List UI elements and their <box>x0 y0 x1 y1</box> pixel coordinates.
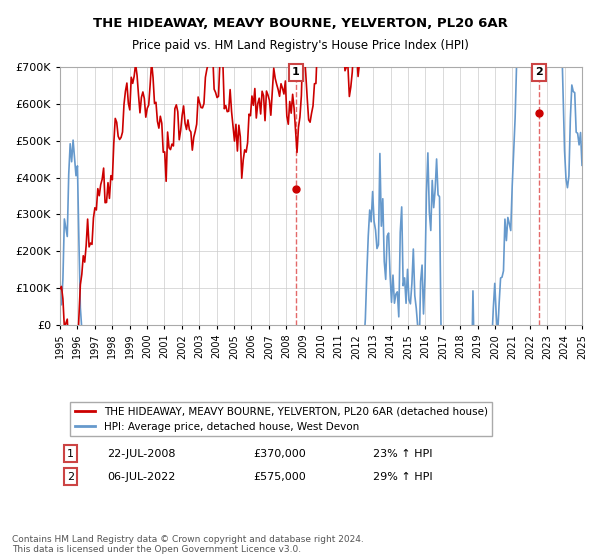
Text: THE HIDEAWAY, MEAVY BOURNE, YELVERTON, PL20 6AR: THE HIDEAWAY, MEAVY BOURNE, YELVERTON, P… <box>92 17 508 30</box>
Text: 2: 2 <box>67 472 74 482</box>
Text: 23% ↑ HPI: 23% ↑ HPI <box>373 449 433 459</box>
Text: £370,000: £370,000 <box>253 449 306 459</box>
Text: 1: 1 <box>292 67 299 77</box>
Text: 2: 2 <box>535 67 543 77</box>
Text: £575,000: £575,000 <box>253 472 306 482</box>
Text: 29% ↑ HPI: 29% ↑ HPI <box>373 472 433 482</box>
Text: Contains HM Land Registry data © Crown copyright and database right 2024.
This d: Contains HM Land Registry data © Crown c… <box>12 535 364 554</box>
Text: 1: 1 <box>67 449 74 459</box>
Legend: THE HIDEAWAY, MEAVY BOURNE, YELVERTON, PL20 6AR (detached house), HPI: Average p: THE HIDEAWAY, MEAVY BOURNE, YELVERTON, P… <box>70 402 492 436</box>
Text: 06-JUL-2022: 06-JUL-2022 <box>107 472 175 482</box>
Text: Price paid vs. HM Land Registry's House Price Index (HPI): Price paid vs. HM Land Registry's House … <box>131 39 469 52</box>
Text: 22-JUL-2008: 22-JUL-2008 <box>107 449 175 459</box>
